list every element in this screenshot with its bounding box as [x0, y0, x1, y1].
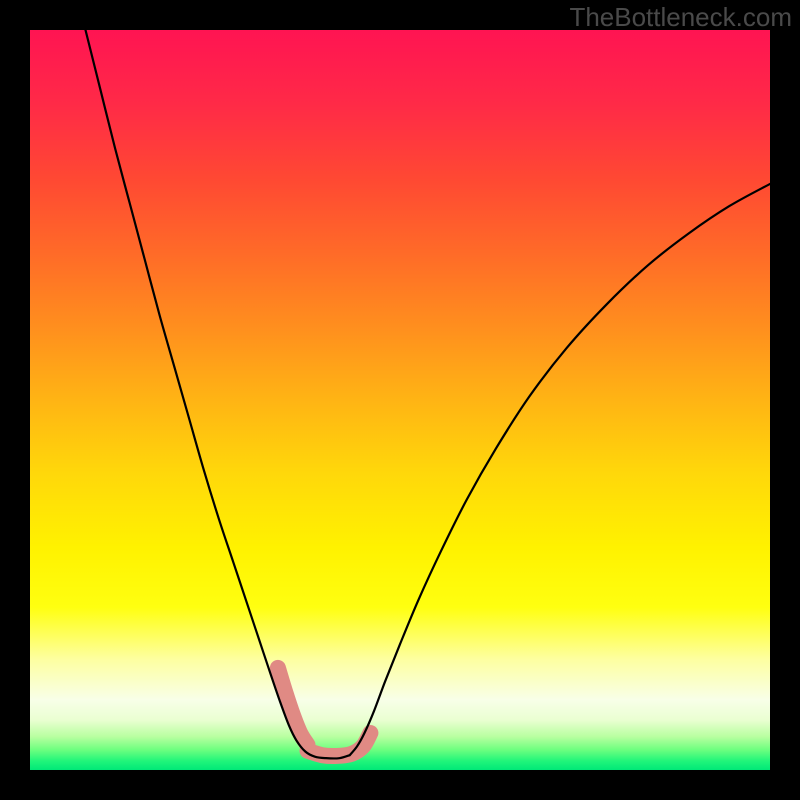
chart-root: TheBottleneck.com	[0, 0, 800, 800]
plot-background	[30, 30, 770, 770]
chart-svg	[0, 0, 800, 800]
watermark-text: TheBottleneck.com	[569, 2, 792, 33]
